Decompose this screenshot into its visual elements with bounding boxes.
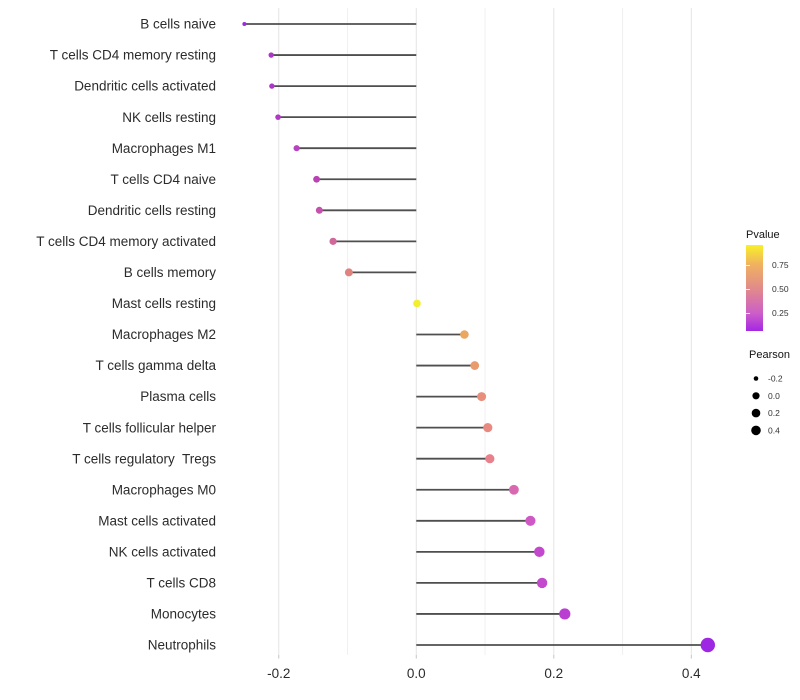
data-point bbox=[315, 206, 323, 214]
category-label: Macrophages M2 bbox=[112, 327, 216, 342]
category-label: T cells CD4 memory activated bbox=[36, 234, 216, 249]
data-point bbox=[525, 515, 536, 526]
data-point bbox=[344, 268, 353, 277]
category-label: T cells CD4 naive bbox=[110, 172, 216, 187]
size-key-dot bbox=[752, 392, 760, 400]
x-tick-label: 0.0 bbox=[407, 666, 426, 681]
size-key-dot bbox=[753, 376, 759, 381]
category-label: Monocytes bbox=[151, 607, 217, 622]
x-tick-label: 0.2 bbox=[544, 666, 563, 681]
data-point bbox=[509, 484, 519, 495]
category-label: Plasma cells bbox=[140, 389, 216, 404]
data-point bbox=[313, 175, 320, 183]
category-label: B cells naive bbox=[140, 17, 216, 32]
data-point bbox=[470, 361, 480, 370]
category-label: Macrophages M0 bbox=[112, 482, 216, 497]
category-label: T cells CD4 memory resting bbox=[50, 48, 216, 63]
data-point bbox=[329, 237, 337, 245]
pvalue-legend-title: Pvalue bbox=[746, 229, 780, 241]
pearson-legend-title: Pearson bbox=[749, 349, 790, 361]
category-label: Mast cells activated bbox=[98, 513, 216, 528]
category-label: Dendritic cells activated bbox=[74, 79, 216, 94]
category-label: Neutrophils bbox=[148, 638, 217, 653]
data-point bbox=[536, 577, 548, 589]
pearson-size-legend: Pearson -0.2 0.0 0.2 0.4 bbox=[744, 349, 800, 450]
category-label: T cells CD8 bbox=[146, 576, 216, 591]
data-point bbox=[413, 299, 421, 308]
data-point bbox=[268, 52, 274, 58]
data-point bbox=[483, 423, 493, 433]
colorbar-tick-label: 0.50 bbox=[772, 283, 789, 294]
category-label: T cells gamma delta bbox=[95, 358, 216, 373]
category-label: B cells memory bbox=[124, 265, 217, 280]
x-tick-label: 0.4 bbox=[682, 666, 701, 681]
pvalue-colorbar-gradient bbox=[746, 245, 763, 331]
pvalue-color-legend: Pvalue 0.75 0.50 0.25 bbox=[744, 229, 800, 331]
category-label: NK cells activated bbox=[109, 544, 216, 559]
category-label: Macrophages M1 bbox=[112, 141, 216, 156]
category-label: T cells follicular helper bbox=[83, 420, 217, 435]
colorbar-tick bbox=[746, 288, 750, 291]
data-point bbox=[700, 637, 716, 653]
colorbar-tick bbox=[746, 312, 750, 315]
size-key-label: 0.2 bbox=[768, 408, 780, 418]
data-point bbox=[534, 546, 545, 558]
data-point bbox=[269, 83, 275, 89]
size-key-label: -0.2 bbox=[768, 374, 783, 384]
data-point bbox=[485, 454, 495, 464]
data-point bbox=[460, 330, 469, 339]
category-label: T cells regulatory Tregs bbox=[72, 451, 216, 466]
data-point bbox=[293, 145, 300, 152]
size-key-dot bbox=[751, 408, 761, 418]
colorbar-tick-label: 0.75 bbox=[772, 259, 789, 270]
size-key-label: 0.4 bbox=[768, 425, 780, 435]
category-label: NK cells resting bbox=[122, 110, 216, 125]
pvalue-colorbar-wrap: 0.75 0.50 0.25 bbox=[746, 245, 800, 331]
x-tick-label: -0.2 bbox=[267, 666, 290, 681]
colorbar-tick-label: 0.25 bbox=[772, 307, 789, 318]
data-point bbox=[275, 114, 281, 120]
colorbar-tick bbox=[746, 264, 750, 267]
data-point bbox=[242, 22, 247, 26]
data-point bbox=[477, 392, 487, 402]
pearson-legend-keys: -0.2 0.0 0.2 0.4 bbox=[751, 374, 783, 436]
size-key-label: 0.0 bbox=[768, 391, 780, 401]
category-label: Dendritic cells resting bbox=[88, 203, 216, 218]
size-key-dot bbox=[751, 425, 761, 436]
data-point bbox=[559, 608, 571, 620]
category-label: Mast cells resting bbox=[112, 296, 216, 311]
